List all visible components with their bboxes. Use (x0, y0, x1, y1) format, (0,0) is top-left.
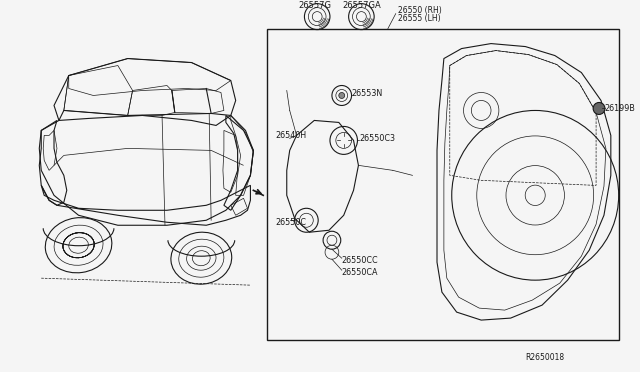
Text: 26550CC: 26550CC (342, 256, 378, 265)
Text: 26555 (LH): 26555 (LH) (397, 14, 440, 23)
Circle shape (339, 93, 345, 99)
Text: 26550 (RH): 26550 (RH) (397, 6, 442, 15)
Bar (267, 29, 619, 340)
Text: 26550CA: 26550CA (342, 268, 378, 277)
Text: R2650018: R2650018 (525, 353, 564, 362)
Text: 26557GA: 26557GA (343, 1, 381, 10)
Text: 26550C3: 26550C3 (360, 134, 396, 143)
Text: 26199B: 26199B (604, 104, 635, 113)
Circle shape (593, 102, 605, 115)
Text: 26550C: 26550C (275, 218, 306, 227)
Text: 26557G: 26557G (298, 1, 332, 10)
Text: 26553N: 26553N (351, 89, 383, 98)
Text: 26540H: 26540H (275, 131, 306, 140)
